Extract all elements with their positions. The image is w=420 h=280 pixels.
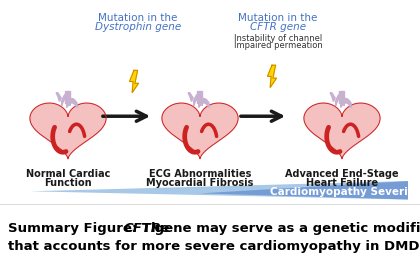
FancyBboxPatch shape [66,91,70,103]
Polygon shape [200,181,408,200]
Text: gene may serve as a genetic modifier: gene may serve as a genetic modifier [150,222,420,235]
Polygon shape [30,103,106,159]
Text: Instability of channel: Instability of channel [234,34,322,43]
Text: Impaired permeation: Impaired permeation [234,41,323,50]
Text: Cardiomyopathy Severity: Cardiomyopathy Severity [270,187,420,197]
Text: Mutation in the: Mutation in the [238,13,318,23]
Polygon shape [330,93,335,102]
Text: CFTR: CFTR [124,222,162,235]
Text: Summary Figure: The: Summary Figure: The [8,222,174,235]
Text: that accounts for more severe cardiomyopathy in DMD patients.: that accounts for more severe cardiomyop… [8,240,420,253]
FancyBboxPatch shape [339,91,344,103]
Polygon shape [30,181,408,200]
Polygon shape [129,70,139,93]
Polygon shape [268,65,276,87]
Polygon shape [188,93,193,102]
FancyBboxPatch shape [197,91,202,103]
Polygon shape [304,103,380,159]
Text: Function: Function [44,178,92,188]
Text: ECG Abnormalities: ECG Abnormalities [149,169,251,179]
Text: Myocardial Fibrosis: Myocardial Fibrosis [146,178,254,188]
Text: Dystrophin gene: Dystrophin gene [95,22,181,32]
Text: Normal Cardiac: Normal Cardiac [26,169,110,179]
Text: Heart Failure: Heart Failure [306,178,378,188]
Text: CFTR gene: CFTR gene [250,22,306,32]
Text: Mutation in the: Mutation in the [98,13,178,23]
Polygon shape [56,93,61,102]
Polygon shape [162,103,238,159]
Text: Advanced End-Stage: Advanced End-Stage [285,169,399,179]
